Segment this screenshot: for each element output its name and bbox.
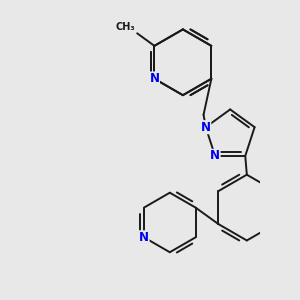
- Text: CH₃: CH₃: [116, 22, 136, 32]
- Text: N: N: [149, 72, 159, 85]
- Text: N: N: [139, 231, 149, 244]
- Text: N: N: [201, 121, 211, 134]
- Text: N: N: [210, 149, 220, 162]
- Text: N: N: [149, 72, 159, 85]
